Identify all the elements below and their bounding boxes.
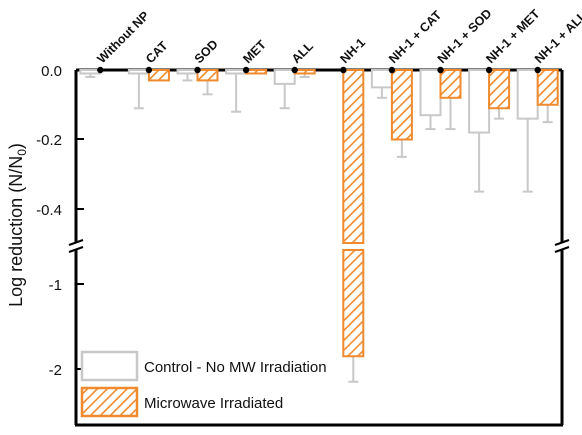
bars-layer — [79, 69, 559, 383]
legend-swatch-irradiated — [80, 386, 139, 418]
bar-irradiated — [196, 69, 219, 82]
category-tick-dot — [242, 66, 250, 74]
y-tick-label: -0.4 — [36, 202, 62, 219]
category-tick-dot — [340, 66, 347, 74]
bar-irradiated-lower — [342, 249, 365, 358]
bar-control — [370, 69, 393, 89]
axis-break-right — [554, 239, 570, 253]
bar-control — [419, 69, 442, 117]
bar-irradiated — [342, 69, 365, 244]
category-label: CAT — [143, 38, 171, 66]
y-tick-label: -2 — [49, 362, 62, 379]
category-label: SOD — [192, 37, 221, 66]
category-tick-dot — [291, 66, 298, 74]
bar-irradiated — [439, 69, 462, 99]
category-tick-dot — [145, 66, 153, 74]
y-tick-label: -0.2 — [36, 132, 62, 149]
legend-swatch-control — [80, 350, 139, 382]
bar-control — [516, 69, 539, 120]
bar-irradiated — [488, 69, 511, 110]
y-axis-label: Log reduction (N/N0) — [6, 143, 29, 307]
bar-control — [273, 69, 296, 85]
category-tick-dot — [388, 66, 396, 74]
legend: Control - No MW Irradiation Microwave Ir… — [80, 350, 327, 418]
axis-break-left — [68, 239, 84, 253]
category-label: NH-1 — [338, 36, 369, 67]
bar-irradiated — [390, 69, 413, 141]
bar-control — [468, 69, 491, 134]
category-tick-dot — [194, 66, 201, 74]
category-tick-dot — [97, 66, 104, 74]
legend-label-irradiated: Microwave Irradiated — [144, 395, 283, 412]
category-tick-dot — [485, 66, 493, 74]
category-label: ALL — [289, 39, 316, 66]
bar-irradiated — [147, 69, 170, 82]
category-tick-dot — [534, 66, 541, 74]
category-label: MET — [240, 37, 269, 66]
legend-label-control: Control - No MW Irradiation — [144, 359, 327, 376]
y-tick-label: 0.0 — [41, 63, 62, 80]
y-tick-label: -1 — [49, 277, 62, 294]
category-tick-dot — [437, 66, 444, 74]
bar-irradiated — [536, 69, 559, 106]
